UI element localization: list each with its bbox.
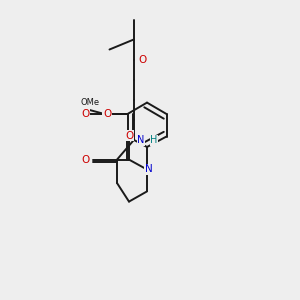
Text: N: N [145, 164, 153, 175]
Text: O: O [125, 130, 133, 141]
Text: OMe: OMe [80, 98, 100, 107]
Text: H: H [150, 135, 158, 146]
Text: N: N [137, 135, 145, 146]
Text: O: O [81, 109, 90, 119]
Text: O: O [103, 109, 112, 119]
Text: O: O [102, 109, 111, 119]
Text: O: O [138, 55, 147, 65]
Text: O: O [81, 154, 90, 165]
